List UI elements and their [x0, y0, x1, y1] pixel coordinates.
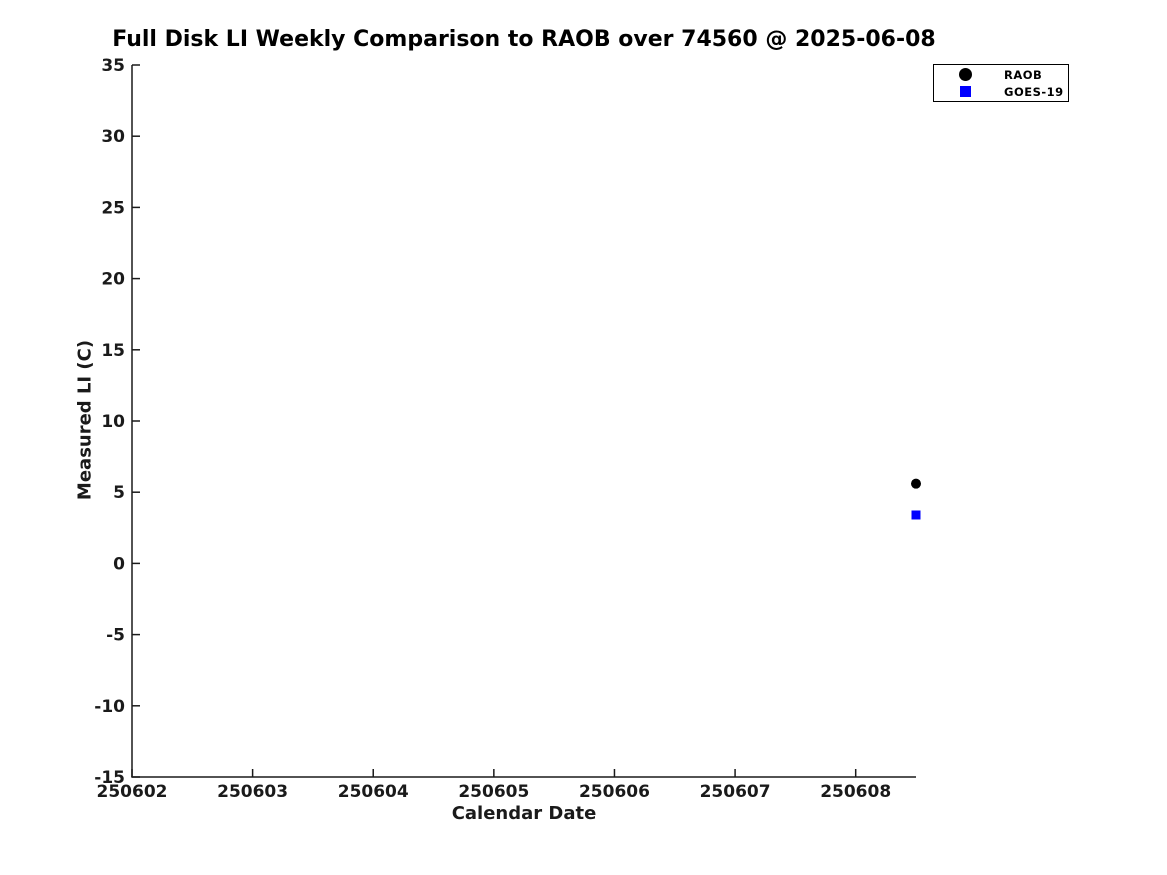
y-tick-label: 0: [113, 554, 125, 574]
y-tick-label: 25: [101, 198, 125, 218]
x-tick-label: 250602: [97, 782, 168, 802]
y-tick-label: 5: [113, 483, 125, 503]
legend-label-raob: RAOB: [1004, 67, 1043, 82]
x-tick-label: 250608: [820, 782, 891, 802]
y-tick-label: -15: [94, 768, 125, 788]
legend-marker-col: [934, 86, 996, 97]
raob-data-point: [911, 478, 921, 489]
x-axis-label: Calendar Date: [451, 803, 597, 824]
legend: RAOB GOES-19: [933, 64, 1069, 102]
legend-entry-goes-19: GOES-19: [934, 83, 1068, 100]
y-tick-label: -5: [106, 626, 125, 646]
legend-marker-col: [934, 68, 996, 81]
y-tick-label: 20: [101, 270, 125, 290]
x-tick-label: 250603: [217, 782, 288, 802]
y-tick-label: 35: [101, 56, 125, 76]
x-tick-label: 250605: [458, 782, 529, 802]
y-tick-label: 10: [101, 412, 125, 432]
raob-circle-marker-icon: [958, 68, 972, 81]
legend-entry-raob: RAOB: [934, 66, 1068, 83]
legend-label-goes-19: GOES-19: [1004, 84, 1064, 99]
goes-19-square-marker-icon: [959, 86, 971, 97]
y-tick-label: 15: [101, 341, 125, 361]
y-tick-label: -10: [94, 697, 125, 717]
x-tick-label: 250604: [338, 782, 409, 802]
x-tick-label: 250607: [700, 782, 771, 802]
y-axis-label: Measured LI (C): [74, 339, 96, 501]
y-tick-label: 30: [101, 127, 125, 147]
goes-19-data-point: [911, 510, 921, 520]
chart-title: Full Disk LI Weekly Comparison to RAOB o…: [112, 27, 936, 52]
x-tick-label: 250606: [579, 782, 650, 802]
